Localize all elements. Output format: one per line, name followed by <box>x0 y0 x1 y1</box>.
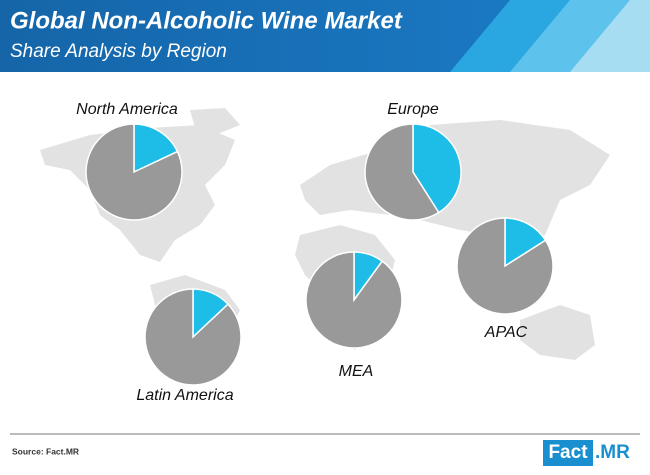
region-label: APAC <box>484 324 528 341</box>
region-label: Europe <box>387 101 439 118</box>
title: Global Non-Alcoholic Wine Market <box>10 7 403 34</box>
source: Source: Fact.MR <box>12 446 79 456</box>
pie-slice <box>144 288 242 386</box>
subtitle: Share Analysis by Region <box>10 41 227 62</box>
pie-slice <box>85 123 183 221</box>
header-band <box>0 0 650 72</box>
logo-text: Fact <box>548 442 588 463</box>
pie-slice <box>133 123 179 174</box>
logo-box <box>543 440 593 466</box>
pie-slice <box>456 217 554 315</box>
region-label: Latin America <box>136 387 233 404</box>
pie-slice <box>305 251 403 349</box>
pie-slice <box>364 123 440 221</box>
logo-suffix: .MR <box>595 442 630 463</box>
pie-slice <box>504 217 547 268</box>
region-label: MEA <box>339 363 374 380</box>
region-label: North America <box>76 101 178 118</box>
